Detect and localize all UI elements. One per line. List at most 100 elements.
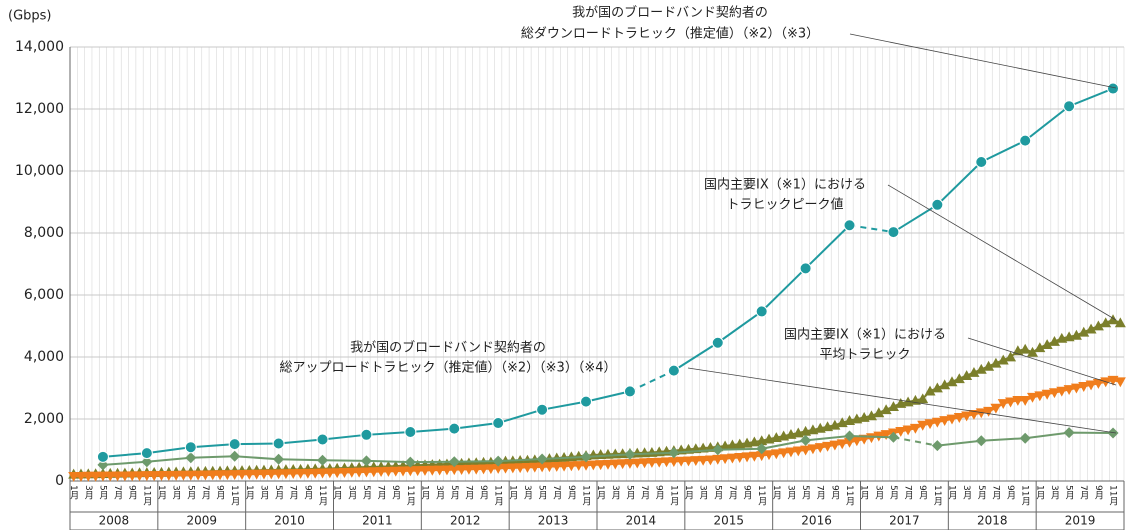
marker (536, 453, 548, 465)
marker (909, 423, 921, 434)
month-label: 5月 (888, 485, 899, 501)
annotation-text: 国内主要IX（※1）における (784, 327, 946, 343)
marker (792, 446, 804, 457)
marker (997, 399, 1009, 409)
marker (961, 411, 973, 422)
marker (155, 471, 167, 481)
month-label: 1月 (156, 485, 167, 501)
marker (104, 471, 116, 482)
month-label: 7月 (903, 485, 914, 501)
marker (551, 462, 563, 472)
marker (463, 464, 475, 475)
marker (917, 393, 929, 404)
marker (441, 465, 453, 476)
marker (895, 427, 907, 437)
marker (887, 226, 900, 239)
marker (844, 430, 856, 442)
month-label: 1月 (244, 485, 255, 501)
marker (1012, 396, 1024, 406)
series-line (102, 390, 631, 458)
marker (221, 470, 233, 481)
marker (595, 460, 607, 471)
marker (316, 433, 329, 446)
marker (273, 453, 285, 465)
month-label: 9月 (127, 485, 138, 501)
year-label: 2017 (889, 514, 920, 528)
marker (68, 471, 80, 482)
marker (939, 416, 951, 427)
marker (558, 451, 570, 462)
marker (646, 458, 658, 468)
marker (141, 456, 153, 468)
month-label: 9月 (302, 485, 313, 501)
marker (734, 453, 746, 463)
marker (170, 470, 182, 481)
marker (580, 395, 593, 408)
marker (602, 459, 614, 470)
month-label: 11月 (581, 485, 592, 506)
month-label: 1月 (683, 485, 694, 501)
marker (1048, 336, 1060, 346)
marker (265, 469, 277, 480)
marker (983, 360, 995, 371)
marker (1085, 380, 1097, 391)
month-label: 5月 (976, 485, 987, 501)
marker (1078, 326, 1090, 337)
marker (983, 406, 995, 417)
marker (990, 357, 1002, 368)
marker (997, 354, 1009, 365)
marker (917, 420, 929, 431)
annotation-text: 平均トラヒック (819, 348, 910, 363)
marker (975, 156, 988, 169)
marker (243, 469, 255, 480)
marker (807, 444, 819, 455)
month-label: 11月 (1020, 485, 1031, 506)
marker (390, 466, 402, 477)
month-label: 9月 (566, 485, 577, 501)
marker (251, 469, 263, 480)
marker (82, 471, 94, 482)
marker (214, 470, 226, 481)
marker (295, 468, 307, 479)
marker (309, 468, 321, 479)
marker (565, 451, 577, 462)
annotation-leader (887, 184, 1117, 321)
month-label: 3月 (434, 485, 445, 501)
marker (623, 385, 636, 398)
month-label: 5月 (1064, 485, 1075, 501)
y-tick-label: 4,000 (24, 349, 64, 365)
month-label: 3月 (346, 485, 357, 501)
marker (1019, 343, 1031, 354)
marker (1078, 382, 1090, 392)
year-label: 2012 (450, 514, 481, 528)
marker (1027, 392, 1039, 403)
marker (324, 468, 336, 479)
marker (1063, 100, 1076, 113)
marker (1019, 432, 1031, 444)
marker (785, 447, 797, 458)
marker (448, 422, 461, 435)
marker (287, 469, 299, 479)
marker (968, 367, 980, 377)
marker (426, 465, 438, 476)
marker (800, 434, 812, 446)
marker (97, 471, 109, 482)
marker (565, 461, 577, 472)
month-label: 9月 (829, 485, 840, 501)
month-label: 9月 (1093, 485, 1104, 501)
month-label: 1月 (68, 485, 79, 501)
series-line-dashed (629, 369, 675, 393)
marker (126, 471, 138, 482)
month-label: 3月 (171, 485, 182, 501)
marker (1019, 134, 1032, 147)
month-label: 11月 (493, 485, 504, 506)
marker (580, 451, 592, 463)
marker (1070, 383, 1082, 394)
marker (609, 459, 621, 470)
marker (668, 457, 680, 467)
marker (536, 462, 548, 473)
series-line-dashed (849, 224, 894, 234)
marker (192, 470, 204, 481)
y-tick-label: 10,000 (15, 163, 64, 179)
month-label: 5月 (449, 485, 460, 501)
